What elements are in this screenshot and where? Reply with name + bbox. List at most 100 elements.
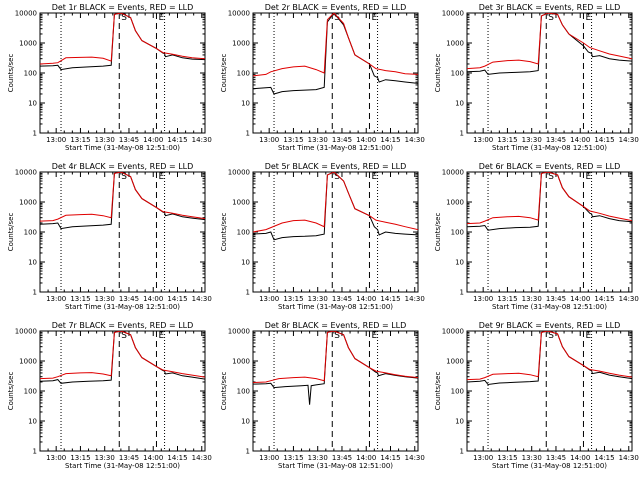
- x-tick-label: 13:30: [95, 136, 115, 144]
- x-tick-label: 14:30: [405, 454, 425, 462]
- marker-label: S: [548, 331, 554, 341]
- panel-title: Det 3r BLACK = Events, RED = LLD: [479, 3, 621, 12]
- x-tick-label: 14:15: [380, 136, 400, 144]
- panel-det-2r: Det 2r BLACK = Events, RED = LLD 1 10 100 10…: [220, 3, 425, 152]
- marker-label: S: [334, 172, 340, 182]
- series-events-line: [253, 331, 418, 405]
- marker-label: E: [585, 13, 591, 23]
- x-tick-label: 14:30: [619, 454, 639, 462]
- y-tick-label: 10: [241, 418, 250, 426]
- x-tick-label: 13:15: [70, 136, 90, 144]
- x-axis-label: Start Time (31-May-08 12:51:00): [492, 303, 607, 311]
- y-tick-label: 100: [24, 70, 37, 78]
- x-tick-label: 14:30: [192, 454, 212, 462]
- marker-label: E: [158, 13, 164, 23]
- x-tick-label: 13:00: [473, 454, 493, 462]
- y-tick-label: 100: [451, 229, 464, 237]
- x-tick-label: 13:45: [546, 136, 566, 144]
- x-axis-label: Start Time (31-May-08 12:51:00): [65, 462, 180, 470]
- panel-title: Det 9r BLACK = Events, RED = LLD: [479, 321, 621, 330]
- marker-label: E: [585, 172, 591, 182]
- x-tick-label: 13:45: [119, 454, 139, 462]
- panel-title: Det 7r BLACK = Events, RED = LLD: [52, 321, 194, 330]
- x-tick-label: 13:15: [283, 454, 303, 462]
- panel-det-3r: Det 3r BLACK = Events, RED = LLD 1 10 100 10…: [434, 3, 639, 152]
- x-axis-label: Start Time (31-May-08 12:51:00): [278, 303, 393, 311]
- marker-label: S: [334, 13, 340, 23]
- panel-title: Det 4r BLACK = Events, RED = LLD: [52, 162, 194, 171]
- panel-title: Det 5r BLACK = Events, RED = LLD: [265, 162, 407, 171]
- panel-title: Det 6r BLACK = Events, RED = LLD: [479, 162, 621, 171]
- y-axis-label: Counts/sec: [220, 213, 228, 252]
- x-tick-label: 13:30: [95, 295, 115, 303]
- x-tick-label: 14:15: [594, 136, 614, 144]
- y-tick-label: 10000: [15, 328, 37, 336]
- y-tick-label: 100: [237, 229, 250, 237]
- y-tick-label: 1000: [232, 358, 250, 366]
- y-tick-label: 10000: [15, 169, 37, 177]
- x-tick-label: 14:30: [192, 136, 212, 144]
- series-lld-line: [467, 13, 632, 70]
- y-tick-label: 1000: [446, 199, 464, 207]
- y-tick-label: 1000: [446, 358, 464, 366]
- y-tick-label: 10000: [228, 169, 250, 177]
- x-tick-label: 14:30: [192, 295, 212, 303]
- y-tick-label: 100: [237, 388, 250, 396]
- y-tick-label: 100: [24, 388, 37, 396]
- y-tick-label: 100: [451, 70, 464, 78]
- y-tick-label: 1000: [19, 199, 37, 207]
- x-tick-label: 14:30: [405, 295, 425, 303]
- y-tick-label: 1: [33, 448, 37, 456]
- series-lld-line: [253, 172, 418, 233]
- x-tick-label: 13:45: [119, 295, 139, 303]
- y-tick-label: 10: [28, 100, 37, 108]
- x-tick-label: 14:30: [619, 295, 639, 303]
- series-lld-line: [40, 331, 205, 380]
- x-tick-label: 13:45: [332, 454, 352, 462]
- x-tick-label: 14:15: [594, 454, 614, 462]
- x-tick-label: 14:30: [619, 136, 639, 144]
- x-tick-label: 14:00: [143, 454, 163, 462]
- x-tick-label: 13:00: [473, 295, 493, 303]
- y-tick-label: 1000: [232, 40, 250, 48]
- series-events-line: [253, 13, 418, 95]
- y-axis-label: Counts/sec: [220, 372, 228, 411]
- marker-label: S: [121, 13, 127, 23]
- x-tick-label: 14:00: [143, 136, 163, 144]
- x-axis-label: Start Time (31-May-08 12:51:00): [65, 303, 180, 311]
- x-tick-label: 13:30: [522, 136, 542, 144]
- x-tick-label: 14:15: [167, 295, 187, 303]
- y-tick-label: 10: [455, 100, 464, 108]
- y-axis-label: Counts/sec: [7, 372, 15, 411]
- marker-label: E: [371, 172, 377, 182]
- plot-frame: [252, 12, 419, 134]
- x-tick-label: 14:00: [143, 295, 163, 303]
- x-tick-label: 14:00: [356, 136, 376, 144]
- x-tick-label: 14:00: [570, 454, 590, 462]
- y-tick-label: 10000: [442, 169, 464, 177]
- y-tick-label: 1000: [232, 199, 250, 207]
- x-tick-label: 13:30: [308, 454, 328, 462]
- plot-frame: [466, 12, 633, 134]
- y-tick-label: 1: [246, 130, 250, 138]
- x-tick-label: 14:15: [380, 295, 400, 303]
- x-tick-label: 13:45: [119, 136, 139, 144]
- y-tick-label: 100: [451, 388, 464, 396]
- y-axis-label: Counts/sec: [7, 54, 15, 93]
- plot-frame: [39, 171, 206, 293]
- plot-frame: [39, 330, 206, 452]
- x-tick-label: 14:00: [570, 136, 590, 144]
- x-tick-label: 13:00: [473, 136, 493, 144]
- y-tick-label: 1: [460, 289, 464, 297]
- y-tick-label: 1000: [19, 358, 37, 366]
- y-tick-label: 10000: [228, 10, 250, 18]
- y-tick-label: 10: [28, 418, 37, 426]
- series-lld-line: [253, 331, 418, 384]
- y-tick-label: 1000: [446, 40, 464, 48]
- y-tick-label: 10000: [442, 328, 464, 336]
- panel-title: Det 1r BLACK = Events, RED = LLD: [52, 3, 194, 12]
- y-tick-label: 10000: [15, 10, 37, 18]
- y-tick-label: 10: [241, 259, 250, 267]
- panel-det-9r: Det 9r BLACK = Events, RED = LLD 1 10 100 10…: [434, 321, 639, 470]
